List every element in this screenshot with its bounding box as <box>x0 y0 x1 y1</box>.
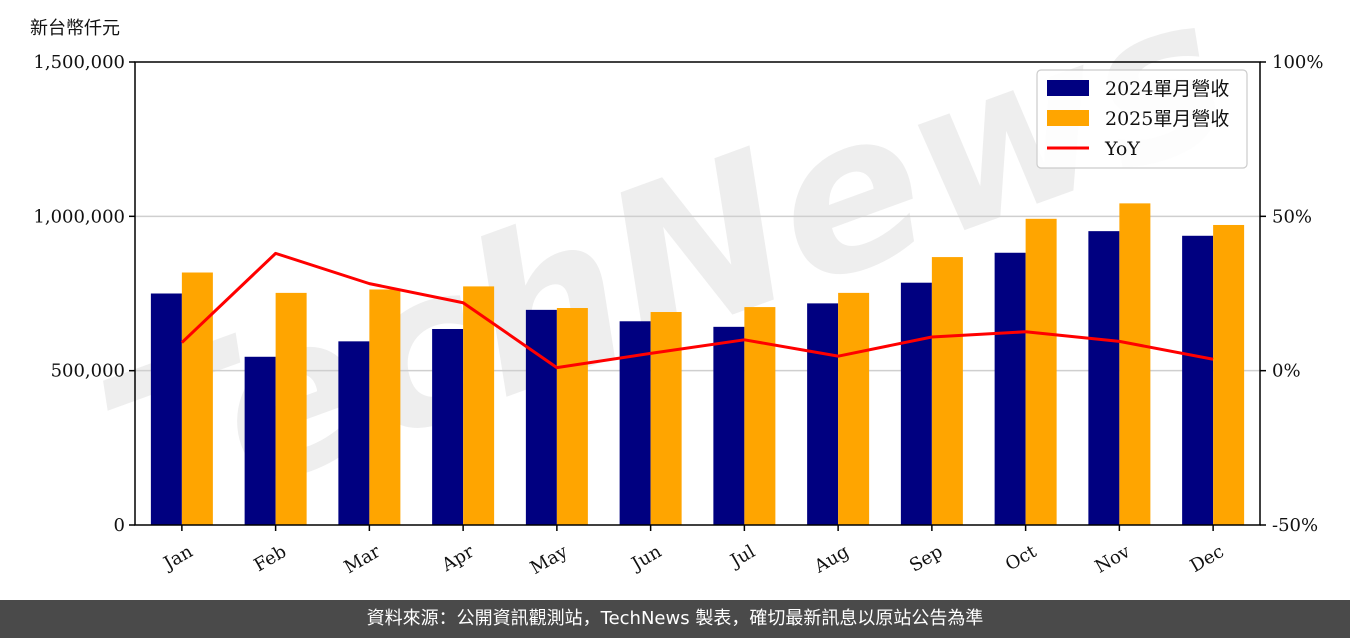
chart: TechNews0500,0001,000,0001,500,000-50%0%… <box>33 0 1323 579</box>
legend-label-2: YoY <box>1104 138 1140 160</box>
plot-frame <box>134 61 1261 526</box>
bar-2024-jan <box>150 293 182 525</box>
bar-2024-mar <box>338 341 370 525</box>
x-tick-label-dec: Dec <box>1187 541 1228 577</box>
x-tick-label-sep: Sep <box>906 541 946 576</box>
yoy-line <box>180 251 1214 370</box>
bar-2024-may <box>525 309 557 525</box>
bar-2025-feb <box>275 292 307 525</box>
bar-2024-sep <box>900 282 932 525</box>
legend <box>1036 69 1248 169</box>
bar-2024-jul <box>713 326 745 525</box>
bar-2025-nov <box>1119 203 1151 526</box>
x-tick-label-jun: Jun <box>627 541 666 576</box>
y-axis-unit-label: 新台幣仟元 <box>30 18 120 39</box>
x-tick-label-oct: Oct <box>1002 541 1041 576</box>
left-tick-label: 0 <box>114 515 125 536</box>
bar-2025-aug <box>838 292 870 525</box>
right-tick-label: -50% <box>1272 515 1318 536</box>
bar-2024-dec <box>1182 235 1214 525</box>
bar-2025-jun <box>650 312 682 525</box>
legend-label-0: 2024單月營收 <box>1105 78 1229 100</box>
left-tick-label: 500,000 <box>51 361 125 382</box>
right-tick-label: 50% <box>1272 206 1312 227</box>
bar-2025-sep <box>931 257 963 525</box>
bar-2024-oct <box>994 252 1026 526</box>
bar-2024-jun <box>619 321 651 525</box>
bar-2025-jan <box>181 272 213 525</box>
x-tick-label-aug: Aug <box>810 541 853 578</box>
legend-label-1: 2025單月營收 <box>1105 108 1229 130</box>
left-tick-label: 1,000,000 <box>33 206 125 227</box>
bar-2025-apr <box>463 286 495 525</box>
right-tick-label: 0% <box>1272 361 1301 382</box>
bar-2025-mar <box>369 289 401 525</box>
bar-2024-apr <box>432 328 464 525</box>
legend-swatch-0 <box>1047 80 1089 96</box>
left-tick-label: 1,500,000 <box>33 52 125 73</box>
right-tick-label: 100% <box>1272 52 1323 73</box>
x-tick-label-may: May <box>527 541 572 579</box>
bar-2025-oct <box>1025 218 1057 525</box>
bar-2024-feb <box>244 356 276 525</box>
x-tick-label-mar: Mar <box>341 541 385 578</box>
source-footer: 資料來源：公開資訊觀測站，TechNews 製表，確切最新訊息以原站公告為準 <box>0 600 1350 638</box>
x-tick-label-jul: Jul <box>725 541 759 573</box>
bar-2024-nov <box>1088 231 1120 525</box>
x-tick-label-apr: Apr <box>438 541 478 576</box>
bar-2025-may <box>556 308 588 525</box>
bar-2025-dec <box>1213 224 1245 525</box>
x-tick-label-feb: Feb <box>250 541 290 576</box>
x-tick-label-nov: Nov <box>1092 541 1135 578</box>
bar-2024-aug <box>807 303 839 525</box>
legend-swatch-1 <box>1047 110 1089 126</box>
